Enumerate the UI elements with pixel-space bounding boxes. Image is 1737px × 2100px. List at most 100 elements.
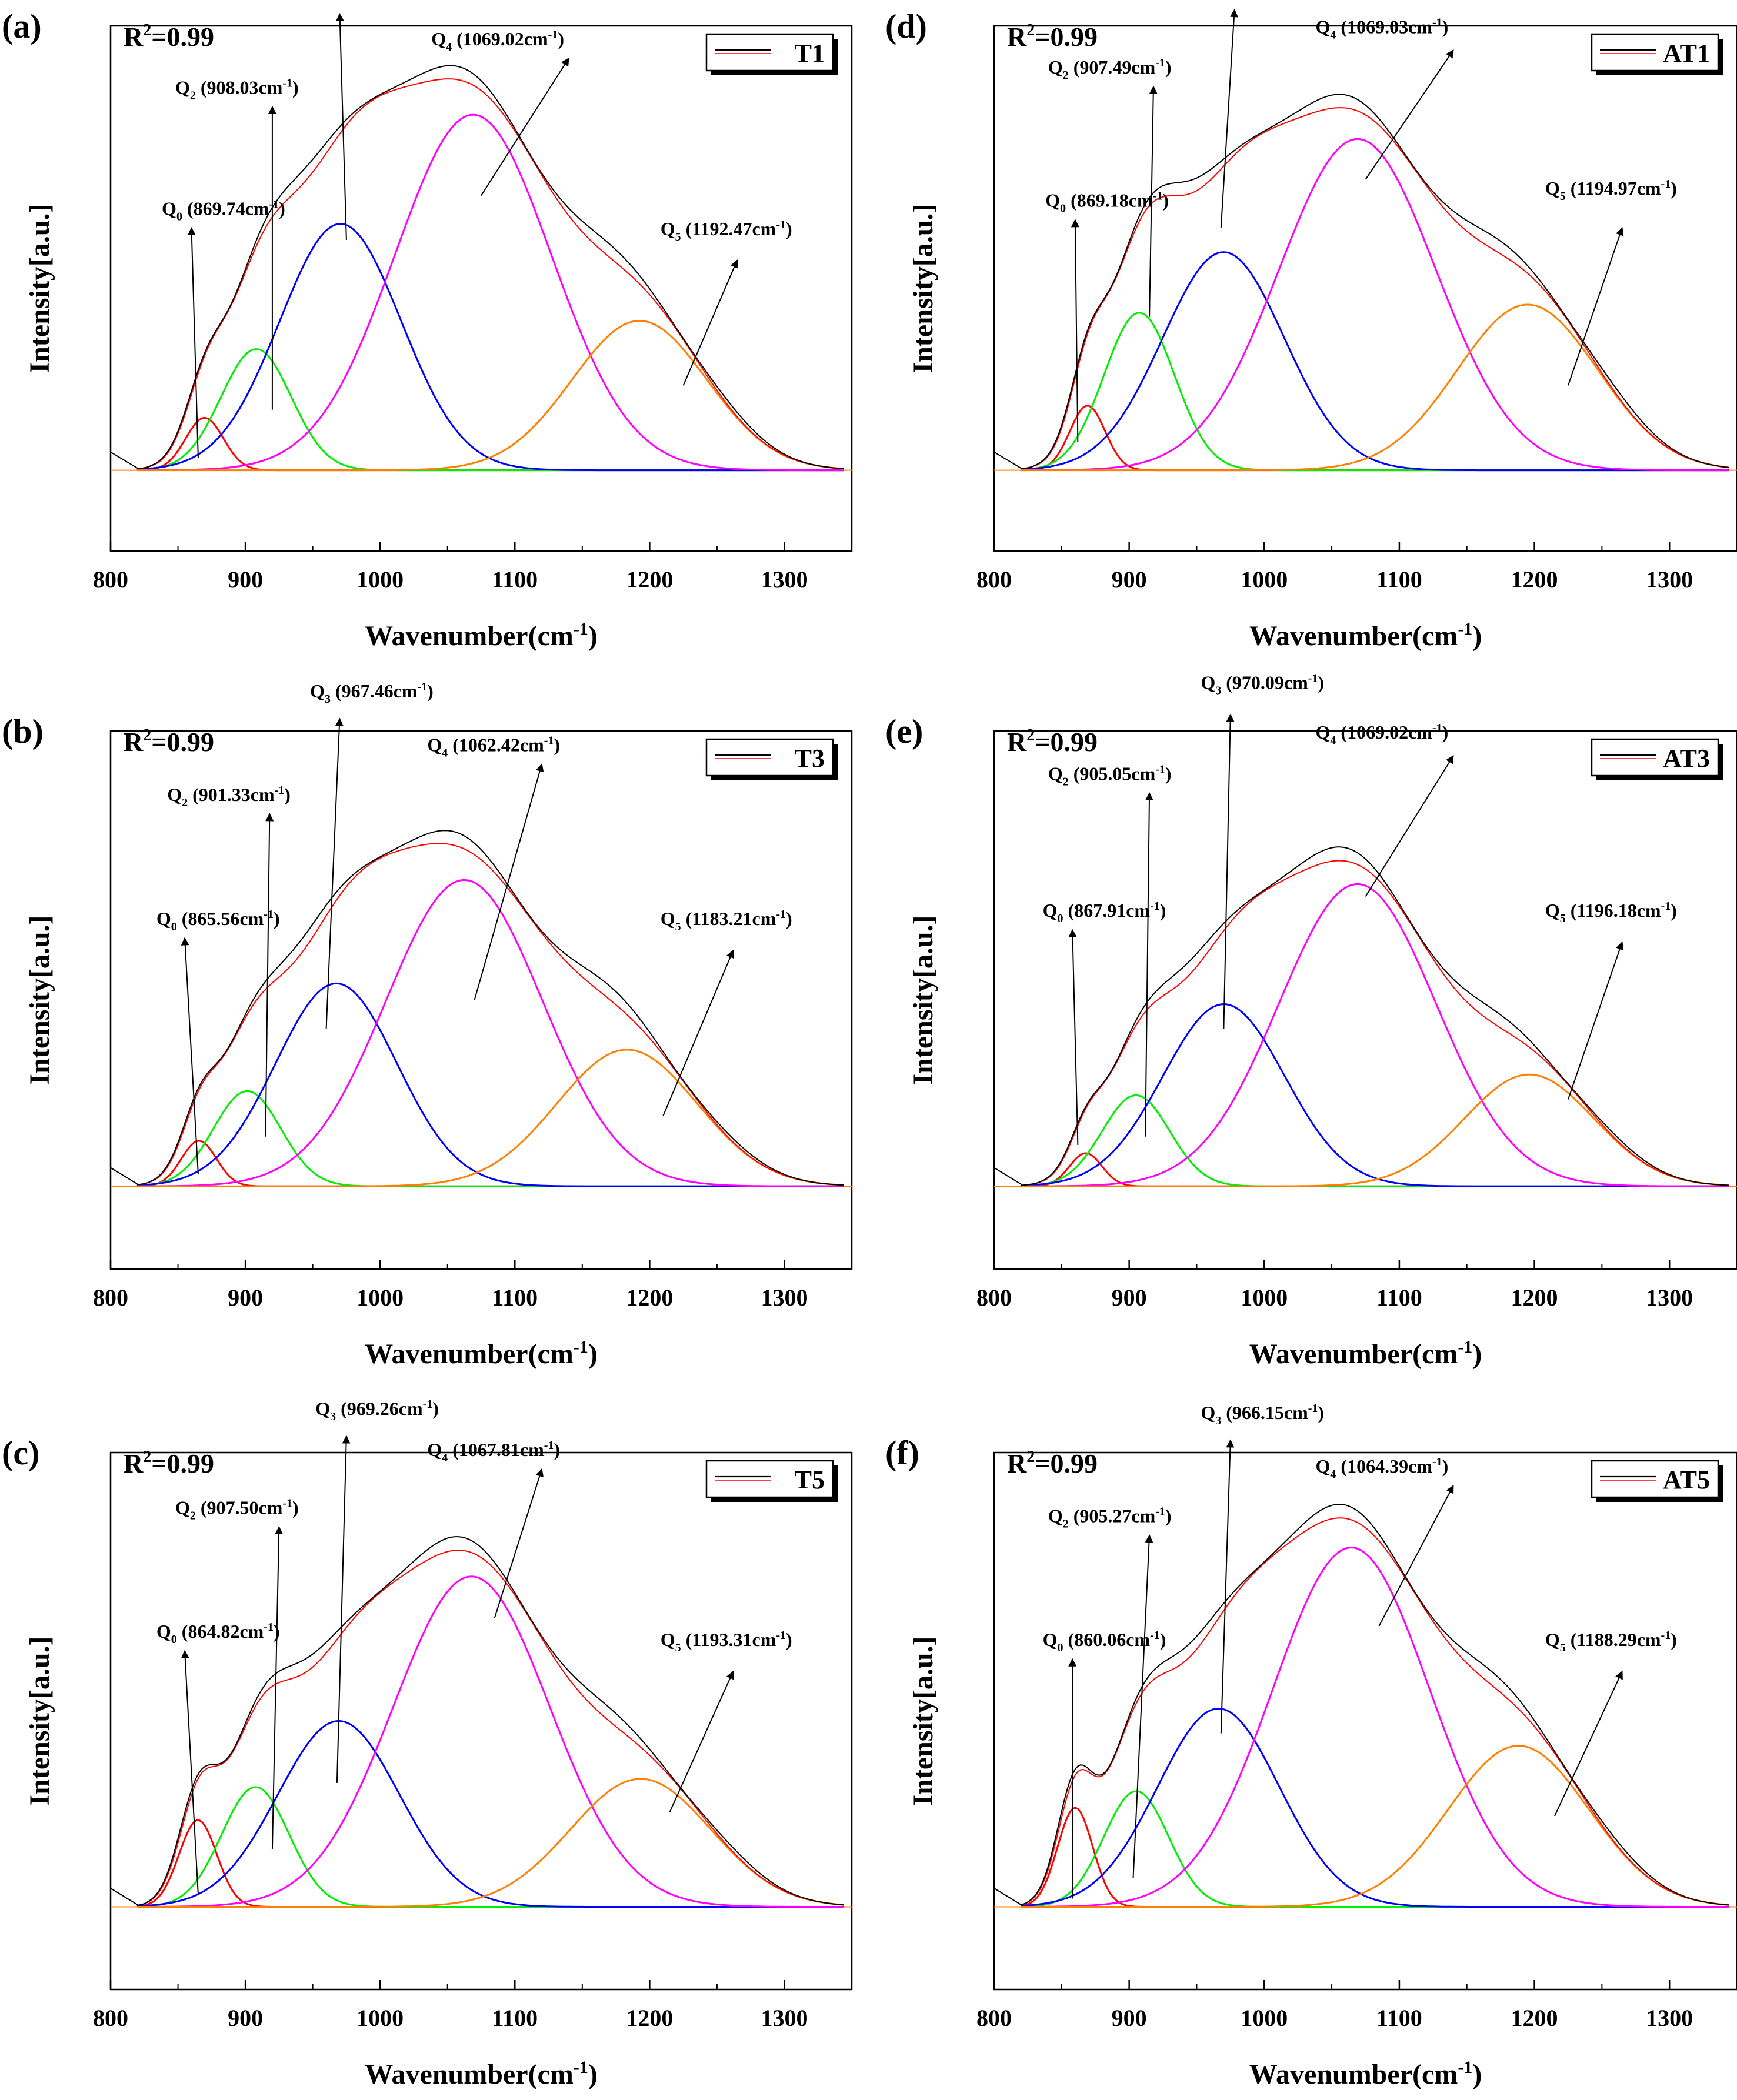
chart-panel-a: 800 900 1000 1100 1200 1300 Wavenumber(cm-1) In… (2, 0, 853, 652)
x-tick-label: 800 (93, 1284, 128, 1311)
fitted-sum-curve (1021, 107, 1729, 470)
peak-label-q5: Q5 (1183.21cm-1) (661, 908, 792, 933)
x-axis-label: Wavenumber(cm-1) (365, 1337, 598, 1370)
peak-label-q5: Q5 (1192.47cm-1) (661, 218, 792, 243)
x-tick-label: 1200 (626, 2005, 673, 2031)
peak-curve-q5 (1021, 303, 1729, 472)
peak-curve-q2 (1021, 1094, 1729, 1187)
plot-frame (993, 25, 1737, 552)
x-tick-label: 1300 (761, 2005, 808, 2031)
peak-label-q5: Q5 (1188.29cm-1) (1545, 1629, 1677, 1654)
peak-label-q0: Q0 (869.18cm-1) (1045, 190, 1169, 215)
peak-label-q5: Q5 (1196.18cm-1) (1545, 900, 1677, 925)
x-tick-label: 900 (228, 566, 263, 593)
peak-arrow-q5 (1568, 227, 1624, 386)
x-tick-label: 1200 (1511, 566, 1558, 593)
peak-label-q0: Q0 (860.06cm-1) (1043, 1629, 1166, 1654)
peak-label-q2: Q2 (908.03cm-1) (175, 76, 299, 102)
x-tick-label: 800 (93, 2005, 128, 2031)
x-tick-label: 800 (976, 1284, 1012, 1311)
peak-label-q3: Q3 (970.57cm-1) (310, 0, 434, 1)
x-tick-label: 1000 (1241, 1284, 1288, 1311)
experimental-curve (110, 65, 844, 470)
panel-letter: (b) (2, 712, 44, 750)
peak-curve-q5 (1021, 1745, 1729, 1908)
peak-curve-q3 (137, 1720, 844, 1908)
plot-frame (993, 730, 1737, 1270)
fitted-sum-curve (137, 843, 844, 1186)
peak-label-q0: Q0 (869.74cm-1) (162, 198, 285, 223)
experimental-curve (993, 1504, 1729, 1906)
peak-arrow-q4 (1365, 755, 1454, 897)
peak-arrow-q2 (271, 1526, 284, 1849)
x-tick-label: 900 (228, 2005, 263, 2031)
r-squared-label: R2=0.99 (1007, 21, 1098, 52)
peak-arrow-q4 (1365, 49, 1454, 180)
peak-label-q4: Q4 (1062.42cm-1) (427, 734, 560, 759)
peak-label-q3: Q3 (970.09cm-1) (1201, 672, 1324, 697)
peak-arrow-q5 (682, 259, 738, 386)
legend-box (1591, 1460, 1719, 1498)
peak-arrow-q3 (335, 12, 347, 241)
peak-curve-q4 (1021, 883, 1729, 1187)
x-tick-label: 800 (976, 2005, 1012, 2031)
x-tick-label: 1300 (761, 566, 808, 593)
peak-curve-q0 (1021, 1807, 1729, 1908)
experimental-curve (993, 94, 1729, 470)
plot-frame (109, 730, 853, 1270)
panel-letter: (e) (885, 712, 923, 750)
peak-label-q2: Q2 (907.49cm-1) (1048, 56, 1172, 82)
peak-label-q2: Q2 (905.27cm-1) (1048, 1505, 1172, 1530)
peak-arrow-q3 (1220, 9, 1238, 228)
peak-curve-q0 (1021, 1152, 1729, 1187)
chart-panel-b: 800 900 1000 1100 1200 1300 Wavenumber(cm-1) In… (2, 680, 853, 1370)
x-tick-label: 1000 (1241, 566, 1288, 593)
peak-arrow-q0 (1068, 929, 1079, 1145)
peak-arrow-q0 (181, 937, 199, 1174)
fitted-sum-curve (137, 78, 844, 470)
x-tick-label: 1300 (761, 1284, 808, 1311)
r-squared-label: R2=0.99 (124, 21, 214, 52)
x-tick-label: 1000 (356, 2005, 404, 2031)
peak-label-q4: Q4 (1069.02cm-1) (1316, 722, 1449, 747)
peak-curve-q3 (1021, 251, 1729, 472)
peak-curve-q4 (1021, 138, 1729, 472)
r-squared-label: R2=0.99 (1007, 1448, 1098, 1478)
peak-arrow-q4 (1378, 1484, 1454, 1627)
peak-arrow-q3 (325, 717, 344, 1029)
x-tick-label: 1200 (626, 566, 673, 593)
legend-label: T5 (795, 1465, 825, 1494)
peak-arrow-q4 (481, 57, 569, 196)
x-axis-label: Wavenumber(cm-1) (365, 2058, 598, 2090)
x-tick-label: 1300 (1646, 2005, 1693, 2031)
y-axis-label: Intensity[a.u.] (908, 203, 939, 373)
peak-arrow-q0 (1071, 219, 1079, 442)
fitted-sum-curve (137, 1550, 844, 1906)
panel-letter: (d) (885, 7, 927, 45)
peak-label-q0: Q0 (864.82cm-1) (156, 1621, 280, 1646)
peak-curve-q3 (137, 982, 844, 1187)
x-tick-label: 1100 (1376, 566, 1422, 593)
y-axis-label: Intensity[a.u.] (908, 1636, 939, 1805)
x-tick-label: 900 (228, 1284, 263, 1311)
peak-curve-q3 (137, 223, 844, 472)
x-tick-label: 1300 (1646, 566, 1693, 593)
plot-frame (109, 25, 853, 552)
legend-label: AT3 (1663, 744, 1710, 773)
x-tick-label: 1200 (1511, 1284, 1558, 1311)
x-tick-label: 1000 (356, 566, 404, 593)
panel-letter: (c) (2, 1434, 39, 1472)
y-axis-label: Intensity[a.u.] (24, 203, 55, 373)
peak-label-q3: Q3 (967.46cm-1) (310, 680, 434, 706)
peak-label-q4: Q4 (1069.03cm-1) (1316, 16, 1449, 41)
x-tick-label: 800 (976, 566, 1012, 593)
y-axis-label: Intensity[a.u.] (24, 1636, 55, 1805)
peak-arrow-q3 (1220, 1439, 1235, 1734)
chart-panel-d: 800 900 1000 1100 1200 1300 Wavenumber(cm-1) In… (885, 7, 1737, 652)
fitted-sum-curve (1021, 1517, 1729, 1906)
peak-arrow-q0 (187, 227, 199, 459)
peak-label-q0: Q0 (865.56cm-1) (156, 908, 280, 933)
x-tick-label: 1000 (356, 1284, 404, 1311)
peak-arrow-q0 (181, 1650, 199, 1895)
